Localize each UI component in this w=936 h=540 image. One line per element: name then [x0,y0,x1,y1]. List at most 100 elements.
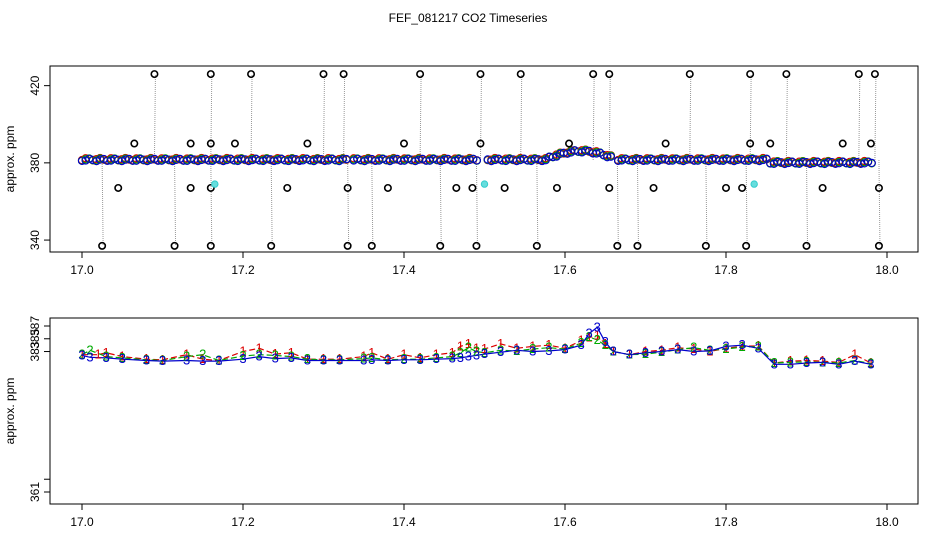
spike-line [689,74,692,160]
mid-low-point [649,183,658,192]
series-marker-2: 2 [360,351,367,366]
series-marker-1: 1 [658,342,665,357]
series-marker-1: 1 [819,353,826,368]
series-marker-3: 3 [819,354,826,369]
top-y-axis: 340 380 420 [28,75,50,250]
spike-line [270,159,273,246]
mid-low-point [552,183,561,192]
y-tick-label: 361 [28,482,42,502]
series-marker-1: 1 [449,345,456,360]
series-marker-3: 3 [457,350,464,365]
series-marker-2: 2 [215,352,222,367]
series-marker-2: 2 [497,342,504,357]
series-marker-3: 3 [674,342,681,357]
series-marker-2: 2 [561,341,568,356]
series-point [758,155,768,165]
mid-low-point [468,183,477,192]
outlier-high-point [416,70,425,79]
series-marker-2: 2 [288,349,295,364]
series-marker-1: 1 [586,329,593,344]
series-marker-2: 2 [819,354,826,369]
series-marker-2: 2 [183,349,190,364]
spike-line [439,159,442,246]
mid-low-point [114,183,123,192]
series-marker-2: 2 [199,347,206,362]
spike-line [592,74,595,160]
outlier-high-point [206,70,215,79]
series-marker-3: 3 [561,342,568,357]
outlier-low-point [613,241,622,250]
mid-high-point [838,139,847,148]
series-marker-2: 2 [602,337,609,352]
series-marker-2: 2 [304,351,311,366]
series-marker-1: 1 [103,345,110,360]
x-tick-label: 18.0 [875,515,899,529]
outlier-high-point [854,70,863,79]
series-marker-1: 1 [400,347,407,362]
x-tick-label: 17.6 [553,263,577,277]
series-marker-2: 2 [851,352,858,367]
series-marker-2: 2 [771,355,778,370]
outlier-low-point [170,241,179,250]
outlier-high-point [319,70,328,79]
series-marker-1: 1 [255,340,262,355]
series-marker-1: 1 [835,354,842,369]
series-marker-2: 2 [529,341,536,356]
series-marker-2: 2 [465,340,472,355]
series-marker-2: 2 [272,347,279,362]
series-marker-2: 2 [626,347,633,362]
series-point [863,157,873,166]
top-plot-frame [49,65,919,253]
series-marker-1: 1 [481,341,488,356]
series-marker-1: 1 [183,347,190,362]
outlier-low-point [701,241,710,250]
series-marker-1: 1 [771,355,778,370]
x-tick-label: 17.2 [231,515,255,529]
cyan-point [211,180,219,188]
spike-line [636,159,639,246]
series-marker-3: 3 [481,346,488,361]
series-marker-2: 2 [449,349,456,364]
spike-line [616,159,619,246]
figure-title: FEF_081217 CO2 Timeseries [389,11,548,25]
mid-low-point [605,183,614,192]
series-marker-1: 1 [465,336,472,351]
spike-line [101,159,104,246]
series-point [472,156,482,165]
outlier-high-point [476,70,485,79]
series-marker-2: 2 [658,344,665,359]
series-marker-3: 3 [215,353,222,368]
outlier-high-point [150,70,159,79]
outlier-low-point [98,241,107,250]
series-marker-1: 1 [803,352,810,367]
spike-line [608,74,611,160]
series-marker-2: 2 [400,351,407,366]
series-marker-2: 2 [755,338,762,353]
series-marker-3: 3 [272,351,279,366]
outlier-low-point [367,241,376,250]
series-marker-1: 1 [722,340,729,355]
series-marker-1: 1 [320,351,327,366]
series-marker-3: 3 [336,352,343,367]
series-marker-2: 2 [255,347,262,362]
series-marker-3: 3 [384,352,391,367]
series-marker-3: 3 [103,350,110,365]
series-marker-2: 2 [803,354,810,369]
series-marker-2: 2 [481,345,488,360]
outlier-low-point [633,241,642,250]
series-marker-1: 1 [497,336,504,351]
series-marker-1: 1 [199,351,206,366]
series-marker-1: 1 [457,338,464,353]
series-marker-1: 1 [642,344,649,359]
series-marker-3: 3 [368,352,375,367]
cyan-point [750,180,758,188]
series-marker-3: 3 [738,337,745,352]
series-marker-3: 3 [473,347,480,362]
series-marker-3: 3 [867,356,874,371]
series-marker-2: 2 [690,340,697,355]
series-marker-3: 3 [529,344,536,359]
outlier-low-point [742,241,751,250]
mid-high-point [206,139,215,148]
